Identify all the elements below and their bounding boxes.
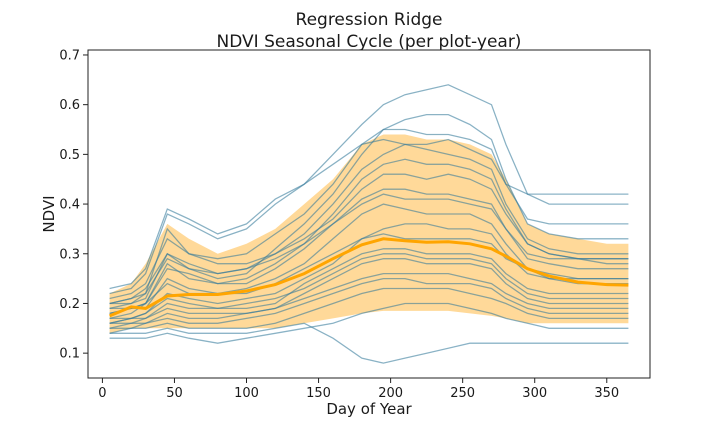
x-tick-label-200: 200 bbox=[378, 386, 403, 401]
trace-line-8 bbox=[109, 113, 629, 310]
trace-line-6 bbox=[109, 188, 629, 320]
x-tick-label-0: 0 bbox=[98, 386, 106, 401]
trace-line-15 bbox=[109, 138, 629, 290]
std-band bbox=[109, 134, 629, 334]
trace-overlap-13 bbox=[109, 173, 629, 304]
trace-line-14 bbox=[109, 277, 629, 329]
x-tick-label-50: 50 bbox=[166, 386, 183, 401]
trace-line-9 bbox=[109, 322, 629, 364]
trace-overlap-8 bbox=[109, 114, 629, 309]
trace-line-16 bbox=[109, 253, 629, 320]
band-layer bbox=[109, 134, 629, 334]
x-tick-label-250: 250 bbox=[450, 386, 475, 401]
y-axis-ticks: 0.1 0.2 0.3 0.4 0.5 0.6 0.7 bbox=[59, 48, 88, 362]
trace-line-10 bbox=[109, 128, 629, 300]
trace-overlap-5 bbox=[109, 303, 629, 344]
trace-overlap-16 bbox=[109, 253, 629, 319]
trace-overlap-2 bbox=[109, 143, 629, 304]
y-axis-label: NDVI bbox=[40, 195, 58, 232]
trace-overlap-17 bbox=[109, 158, 629, 309]
trace-overlap-19 bbox=[109, 193, 629, 304]
chart-title-line-1: Regression Ridge bbox=[296, 10, 443, 30]
trace-overlap-18 bbox=[109, 288, 629, 334]
trace-overlap-20 bbox=[109, 258, 629, 324]
trace-line-17 bbox=[109, 158, 629, 310]
trace-overlap-7 bbox=[109, 248, 629, 324]
x-tick-label-350: 350 bbox=[594, 386, 619, 401]
x-axis-ticks: 0 50 100 150 200 250 300 350 bbox=[98, 378, 619, 401]
mean-line bbox=[109, 237, 629, 318]
y-tick-label-0.7: 0.7 bbox=[59, 48, 80, 63]
y-tick-label-0.2: 0.2 bbox=[59, 297, 80, 312]
y-tick-label-0.4: 0.4 bbox=[59, 198, 80, 213]
chart-title-line-2: NDVI Seasonal Cycle (per plot-year) bbox=[217, 32, 522, 52]
plot-frame bbox=[87, 49, 651, 379]
trace-overlap-3 bbox=[109, 273, 629, 329]
trace-overlap-14 bbox=[109, 278, 629, 329]
trace-line-18 bbox=[109, 287, 629, 334]
trace-overlap-9 bbox=[109, 322, 629, 364]
traces-layer bbox=[109, 84, 629, 364]
mean-layer bbox=[109, 237, 629, 318]
x-tick-label-100: 100 bbox=[234, 386, 259, 401]
x-tick-label-300: 300 bbox=[522, 386, 547, 401]
x-axis-label: Day of Year bbox=[326, 400, 412, 418]
trace-line-11 bbox=[109, 223, 629, 324]
trace-line-19 bbox=[109, 193, 629, 305]
y-tick-label-0.3: 0.3 bbox=[59, 247, 80, 262]
trace-overlap-15 bbox=[109, 138, 629, 289]
trace-line-13 bbox=[109, 173, 629, 305]
y-tick-label-0.5: 0.5 bbox=[59, 148, 80, 163]
trace-line-4 bbox=[109, 84, 629, 295]
plot-area bbox=[109, 84, 629, 364]
trace-overlap-11 bbox=[109, 223, 629, 324]
trace-line-3 bbox=[109, 272, 629, 329]
trace-line-20 bbox=[109, 258, 629, 324]
trace-line-5 bbox=[109, 302, 629, 344]
trace-line-7 bbox=[109, 248, 629, 324]
y-tick-label-0.1: 0.1 bbox=[59, 347, 80, 362]
trace-overlap-4 bbox=[109, 84, 629, 294]
trace-overlap-10 bbox=[109, 129, 629, 299]
y-tick-label-0.6: 0.6 bbox=[59, 98, 80, 113]
trace-line-2 bbox=[109, 143, 629, 305]
x-tick-label-150: 150 bbox=[306, 386, 331, 401]
trace-overlap-6 bbox=[109, 188, 629, 319]
